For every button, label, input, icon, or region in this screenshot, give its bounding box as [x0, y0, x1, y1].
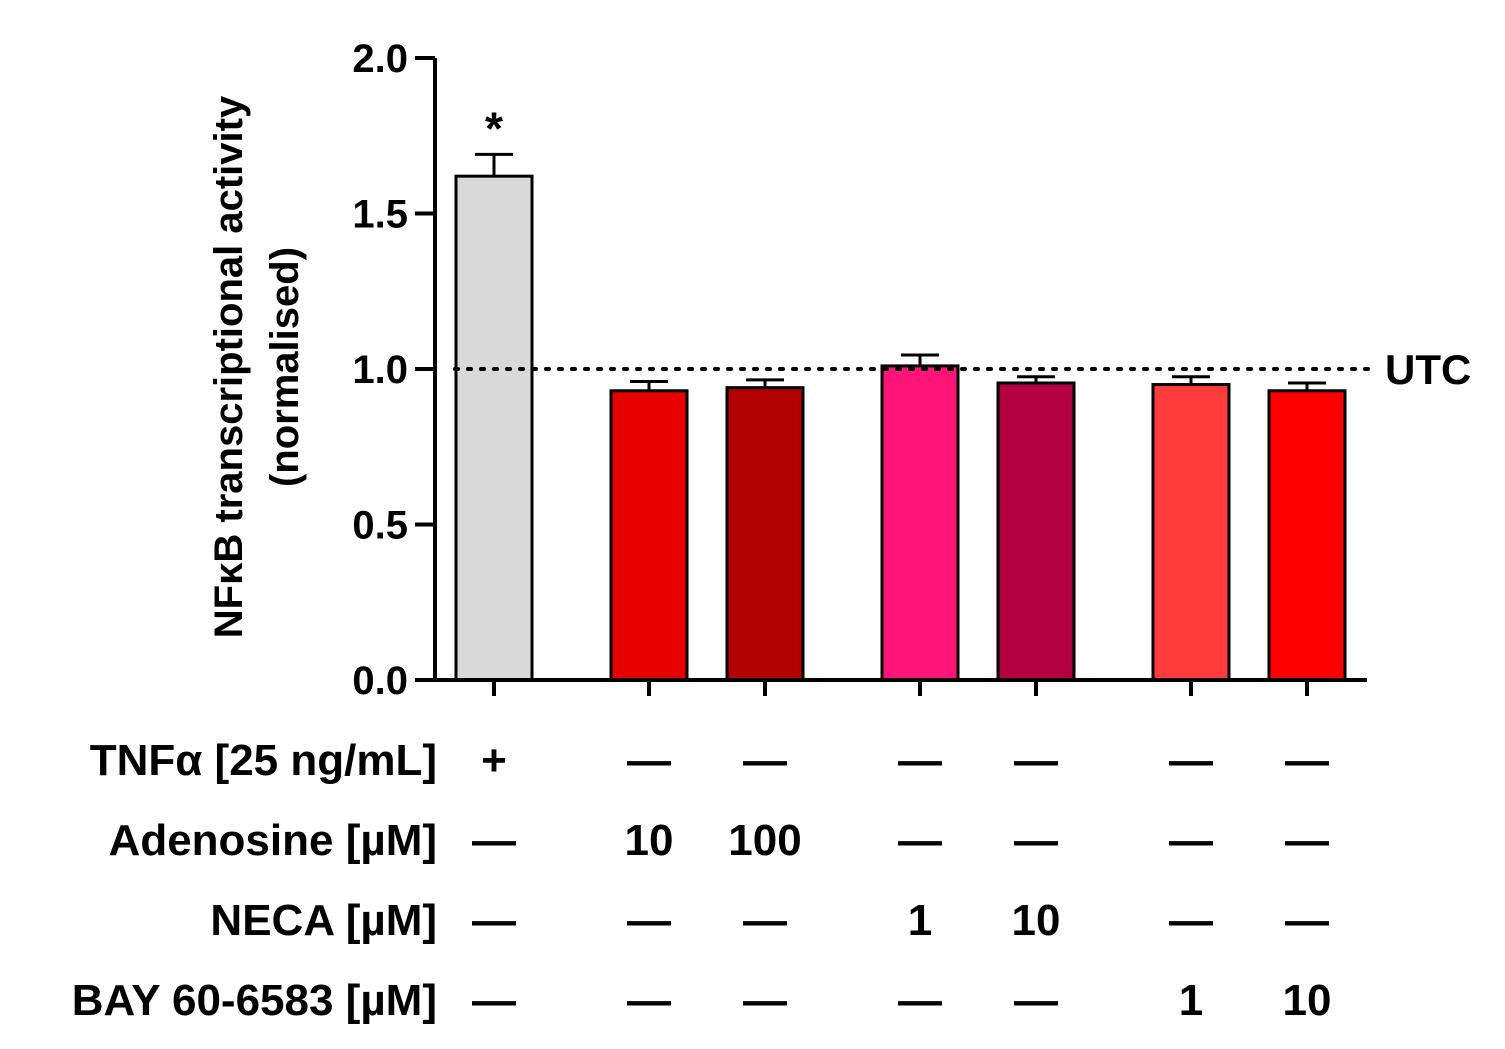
treatment-cell: — — [898, 736, 942, 785]
bar-2 — [609, 389, 689, 682]
bar-1 — [454, 174, 534, 682]
treatment-table: TNFα [25 ng/mL] + — — — — — — Adenosine [µM] — 10 1… — [72, 736, 1332, 1025]
treatment-cell: — — [1169, 896, 1213, 945]
utc-reference-label: UTC — [1385, 346, 1471, 393]
y-axis-title-line1: NFκB transcriptional activity — [207, 95, 251, 638]
treatment-cell: 1 — [908, 896, 932, 945]
treatment-cell: — — [472, 976, 516, 1025]
treatment-cell: — — [898, 976, 942, 1025]
treatment-cell: — — [472, 896, 516, 945]
treatment-cell: — — [1169, 736, 1213, 785]
treatment-row-label-4: BAY 60-6583 [µM] — [72, 976, 437, 1025]
treatment-row-label-1: TNFα [25 ng/mL] — [90, 736, 437, 785]
treatment-cell: — — [1014, 816, 1058, 865]
treatment-cell: — — [1285, 736, 1329, 785]
treatment-cell: — — [472, 816, 516, 865]
treatment-cell: 10 — [625, 816, 674, 865]
bars-layer: * — [454, 102, 1347, 682]
treatment-cell: — — [1014, 976, 1058, 1025]
treatment-cell: — — [627, 896, 671, 945]
bar-3 — [725, 386, 805, 682]
treatment-cell: 10 — [1012, 896, 1061, 945]
bar-4 — [880, 364, 960, 682]
y-tick-label-3: 1.5 — [352, 193, 408, 237]
bar-6 — [1151, 383, 1231, 682]
treatment-cell: — — [1014, 736, 1058, 785]
treatment-cell: + — [481, 736, 507, 785]
y-tick-label-2: 1.0 — [352, 348, 408, 392]
treatment-cell: — — [898, 816, 942, 865]
bar-7 — [1267, 389, 1347, 682]
y-axis-title: NFκB transcriptional activity (normalise… — [207, 95, 307, 638]
y-tick-label-0: 0.0 — [352, 659, 408, 703]
significance-marker-1: * — [485, 102, 503, 154]
treatment-row-label-3: NECA [µM] — [210, 896, 437, 945]
treatment-cell: — — [1169, 816, 1213, 865]
treatment-cell: — — [627, 736, 671, 785]
treatment-cell: — — [743, 736, 787, 785]
y-axis: 0.0 0.5 1.0 1.5 2.0 — [352, 37, 1367, 703]
y-tick-label-4: 2.0 — [352, 37, 408, 81]
y-tick-label-1: 0.5 — [352, 504, 408, 548]
treatment-cell: — — [1285, 816, 1329, 865]
treatment-cell: — — [627, 976, 671, 1025]
treatment-cell: 10 — [1283, 976, 1332, 1025]
reference-line-layer: UTC — [453, 346, 1471, 393]
treatment-cell: — — [1285, 896, 1329, 945]
treatment-cell: — — [743, 976, 787, 1025]
bar-5 — [996, 381, 1076, 682]
treatment-row-label-2: Adenosine [µM] — [109, 816, 437, 865]
y-axis-title-line2: (normalised) — [263, 247, 307, 487]
treatment-cell: 100 — [728, 816, 801, 865]
treatment-cell: — — [743, 896, 787, 945]
treatment-cell: 1 — [1179, 976, 1203, 1025]
